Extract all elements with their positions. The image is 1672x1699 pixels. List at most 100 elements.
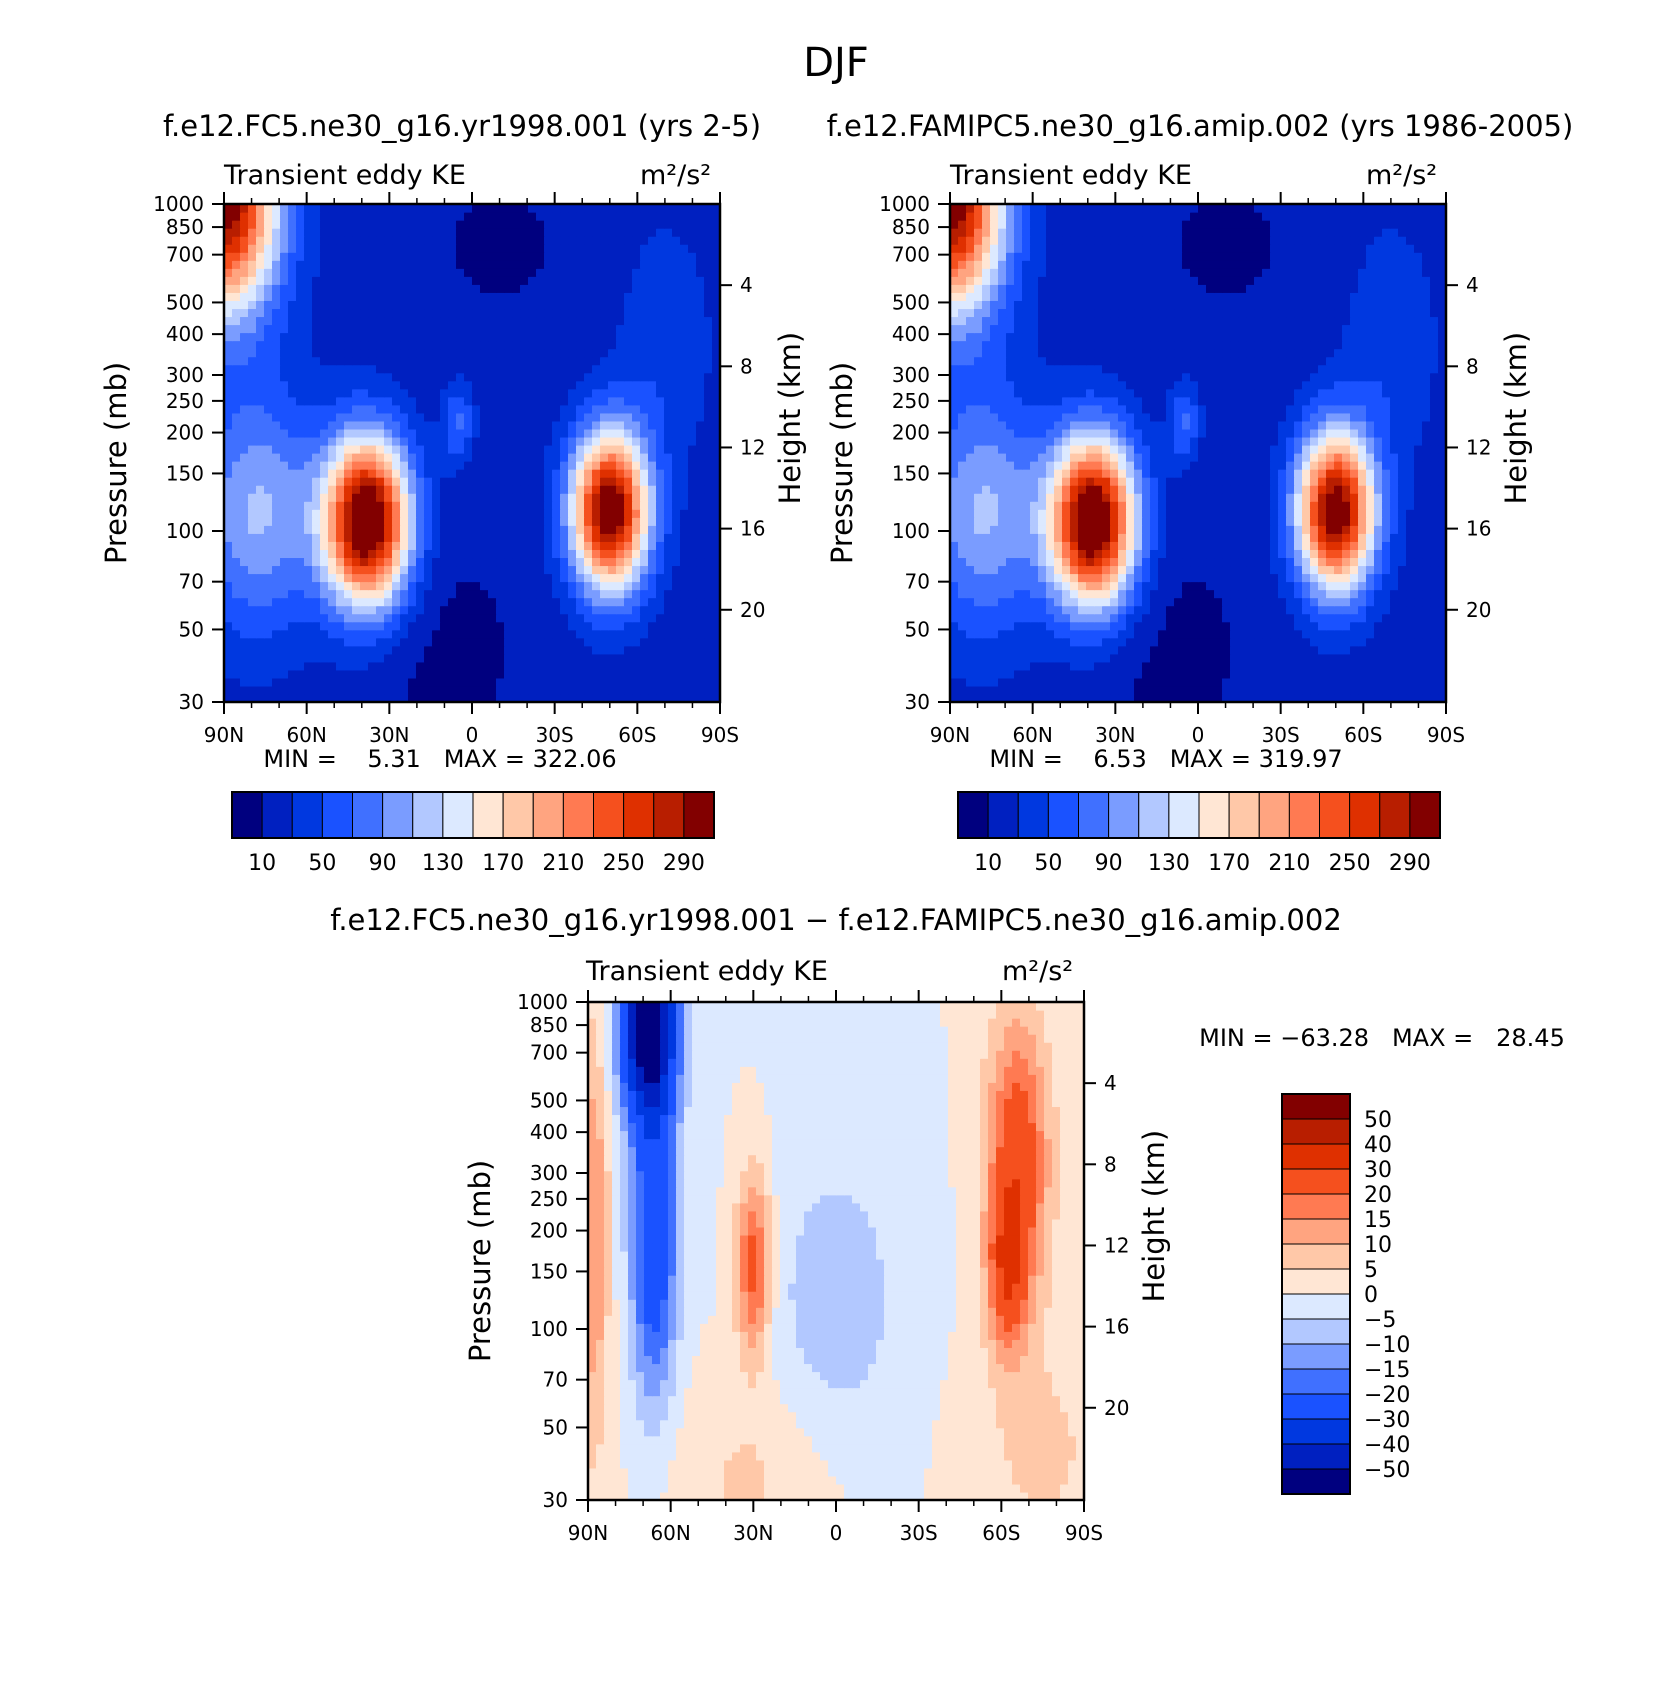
field-cell	[488, 404, 497, 414]
field-cell	[568, 436, 577, 446]
field-cell	[360, 396, 369, 406]
field-cell	[528, 597, 537, 607]
field-cell	[272, 396, 281, 406]
field-cell	[232, 412, 241, 422]
field-cell	[1158, 565, 1167, 575]
field-cell	[256, 557, 265, 567]
field-cell	[544, 300, 553, 310]
field-cell	[288, 637, 297, 647]
field-cell	[688, 388, 697, 398]
field-cell	[424, 236, 433, 245]
field-cell	[464, 693, 473, 703]
field-cell	[344, 436, 353, 446]
field-cell	[280, 621, 289, 631]
field-cell	[1270, 621, 1279, 631]
field-cell	[576, 372, 585, 382]
field-cell	[1222, 565, 1231, 575]
field-cell	[280, 348, 289, 358]
field-cell	[528, 677, 537, 687]
field-cell	[280, 228, 289, 237]
field-cell	[232, 284, 241, 293]
field-cell	[1006, 613, 1015, 623]
field-cell	[950, 645, 959, 655]
field-cell	[1254, 637, 1263, 647]
field-cell	[440, 693, 449, 703]
field-cell	[520, 268, 529, 277]
field-cell	[998, 629, 1007, 639]
field-cell	[568, 420, 577, 430]
field-cell	[688, 453, 697, 462]
field-cell	[368, 388, 377, 398]
field-cell	[1166, 565, 1175, 575]
field-cell	[1342, 637, 1351, 647]
field-cell	[544, 412, 553, 422]
field-cell	[568, 693, 577, 703]
field-cell	[616, 364, 625, 374]
panel-1-title: f.e12.FC5.ne30_g16.yr1998.001 (yrs 2-5)	[163, 109, 761, 143]
field-cell	[272, 605, 281, 615]
field-cell	[432, 444, 441, 454]
field-cell	[432, 661, 441, 671]
field-cell	[704, 212, 713, 221]
field-cell	[1238, 605, 1247, 615]
field-cell	[416, 469, 425, 478]
field-cell	[576, 669, 585, 679]
field-cell	[400, 557, 409, 567]
field-cell	[432, 517, 441, 526]
field-cell	[664, 364, 673, 374]
field-cell	[312, 613, 321, 623]
field-cell	[456, 252, 465, 261]
field-cell	[648, 653, 657, 663]
field-cell	[1390, 589, 1399, 599]
field-cell	[456, 653, 465, 663]
field-cell	[312, 420, 321, 430]
field-cell	[256, 589, 265, 599]
field-cell	[320, 324, 329, 334]
field-cell	[1358, 677, 1367, 687]
field-cell	[272, 212, 281, 221]
field-cell	[584, 444, 593, 454]
field-cell	[616, 316, 625, 326]
field-cell	[1206, 685, 1215, 695]
field-cell	[376, 677, 385, 687]
field-cell	[424, 364, 433, 374]
field-cell	[480, 236, 489, 245]
field-cell	[1014, 637, 1023, 647]
field-cell	[272, 453, 281, 462]
field-cell	[1078, 589, 1087, 599]
field-cell	[424, 420, 433, 430]
field-cell	[552, 436, 561, 446]
field-cell	[464, 284, 473, 293]
field-cell	[1142, 605, 1151, 615]
field-cell	[248, 493, 257, 502]
field-cell	[224, 236, 233, 245]
field-cell	[336, 236, 345, 245]
field-cell	[464, 236, 473, 245]
field-cell	[632, 685, 641, 695]
field-cell	[712, 228, 721, 237]
field-cell	[368, 581, 377, 591]
field-cell	[990, 581, 999, 591]
field-cell	[1270, 629, 1279, 639]
field-cell	[664, 332, 673, 342]
field-cell	[1126, 653, 1135, 663]
field-cell	[576, 581, 585, 591]
field-cell	[1422, 669, 1431, 679]
field-cell	[352, 204, 361, 213]
field-cell	[408, 653, 417, 663]
field-cell	[672, 332, 681, 342]
field-cell	[272, 541, 281, 550]
field-cell	[384, 252, 393, 261]
field-cell	[1102, 685, 1111, 695]
field-cell	[552, 565, 561, 575]
field-cell	[432, 276, 441, 285]
field-cell	[1230, 565, 1239, 575]
field-cell	[982, 629, 991, 639]
field-cell	[224, 340, 233, 350]
field-cell	[1214, 589, 1223, 599]
field-cell	[504, 396, 513, 406]
field-cell	[560, 653, 569, 663]
field-cell	[520, 581, 529, 591]
field-cell	[982, 645, 991, 655]
field-cell	[424, 300, 433, 310]
